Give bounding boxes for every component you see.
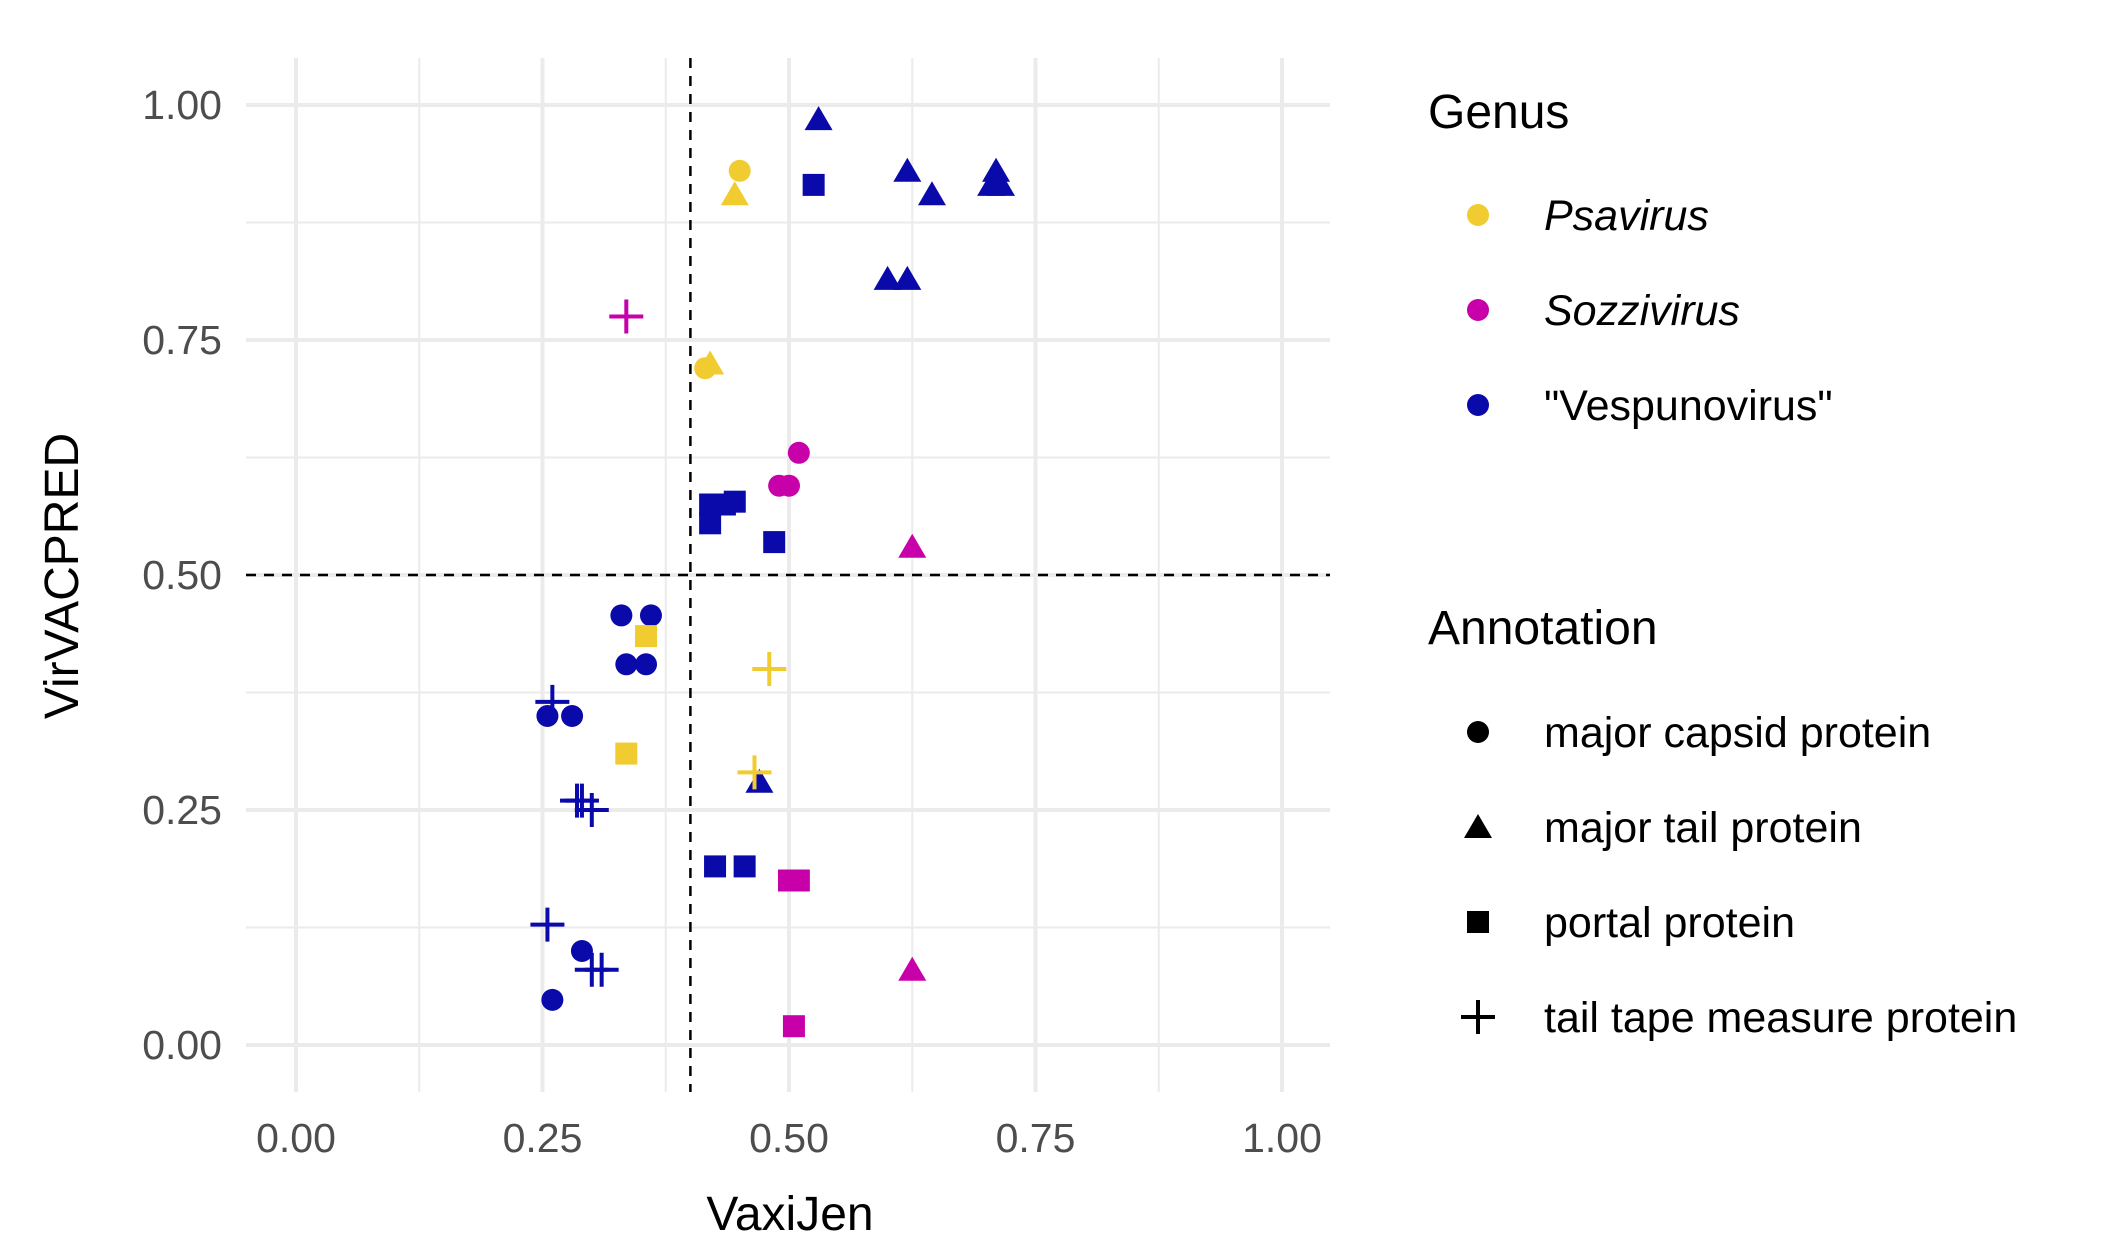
data-point-vespunovirus-portal	[802, 173, 825, 196]
x-tick-label: 0.00	[256, 1115, 336, 1161]
y-tick-label: 0.00	[142, 1022, 222, 1068]
data-point-sozzivirus-capsid	[778, 474, 800, 497]
data-point-vespunovirus-portal	[704, 855, 727, 878]
y-tick-label: 1.00	[142, 82, 222, 128]
x-axis-title: VaxiJen	[706, 1188, 873, 1241]
x-tick-label: 0.75	[996, 1115, 1076, 1161]
legend-annotation-key	[1461, 1000, 1495, 1034]
data-point-sozzivirus-tail	[898, 956, 927, 981]
legend-annotation: Annotation major capsid protein major tai…	[1428, 602, 2017, 1042]
data-point-vespunovirus-portal	[699, 512, 722, 535]
data-point-vespunovirus-tail	[917, 181, 946, 206]
x-tick-label: 0.25	[503, 1115, 583, 1161]
y-axis-title: VirVACPRED	[36, 433, 89, 719]
data-point-vespunovirus-capsid	[561, 705, 584, 727]
legend-genus-label: Sozzivirus	[1544, 287, 1740, 335]
data-point-vespunovirus-tail	[893, 265, 922, 290]
y-tick-label: 0.75	[142, 317, 222, 363]
data-point-psavirus-portal	[615, 742, 638, 765]
reference-lines	[246, 58, 1330, 1092]
data-point-vespunovirus-capsid	[570, 940, 593, 962]
data-point-vespunovirus-portal	[763, 531, 786, 554]
data-point-vespunovirus-capsid	[635, 653, 658, 676]
legend-annotation-label: tail tape measure protein	[1544, 994, 2017, 1042]
data-point-vespunovirus-tail	[804, 106, 833, 131]
legend-genus-label: Psavirus	[1544, 192, 1709, 240]
data-point-vespunovirus-tail	[745, 768, 774, 793]
legend-annotation-key	[1467, 911, 1489, 933]
legend-genus-label: "Vespunovirus"	[1544, 382, 1833, 430]
legend-genus-key	[1467, 394, 1489, 416]
data-point-vespunovirus-tape	[530, 907, 565, 942]
legend-annotation-title: Annotation	[1428, 602, 1658, 655]
data-point-psavirus-portal	[635, 625, 658, 648]
legend-genus-key	[1467, 299, 1489, 321]
data-point-vespunovirus-capsid	[615, 653, 638, 676]
x-tick-label: 0.50	[749, 1115, 829, 1161]
data-point-psavirus-capsid	[728, 159, 751, 182]
legend-annotation-label: portal protein	[1544, 899, 1795, 947]
data-point-vespunovirus-tail	[986, 171, 1015, 196]
data-point-psavirus-tape	[737, 755, 772, 790]
data-point-sozzivirus-portal	[782, 1015, 805, 1038]
data-point-sozzivirus-capsid	[787, 441, 810, 464]
data-point-vespunovirus-portal	[723, 490, 746, 513]
legend-genus: Genus Psavirus Sozzivirus "Vespunovirus"	[1428, 86, 1833, 430]
x-tick-label: 1.00	[1242, 1115, 1322, 1161]
tick-labels: 0.00 0.25 0.50 0.75 1.00 0.00 0.25 0.50 0.75 1.00	[142, 82, 1322, 1161]
legend-annotation-label: major tail protein	[1544, 804, 1862, 852]
data-point-psavirus-tail	[720, 181, 749, 206]
data-point-sozzivirus-portal	[787, 869, 810, 892]
data-point-vespunovirus-capsid	[536, 705, 559, 727]
legend-genus-title: Genus	[1428, 86, 1569, 139]
data-points	[530, 106, 1015, 1038]
y-tick-label: 0.50	[142, 552, 222, 598]
data-point-vespunovirus-tail	[893, 157, 922, 182]
data-point-vespunovirus-capsid	[541, 988, 564, 1011]
legend-annotation-label: major capsid protein	[1544, 709, 1931, 757]
data-point-vespunovirus-tail	[873, 265, 902, 290]
data-point-psavirus-capsid	[694, 357, 717, 380]
data-point-vespunovirus-tape	[574, 793, 609, 827]
legend-annotation-key	[1467, 721, 1489, 743]
data-point-sozzivirus-tape	[609, 299, 644, 334]
data-point-vespunovirus-portal	[733, 855, 756, 878]
data-point-psavirus-tape	[752, 652, 787, 686]
y-tick-label: 0.25	[142, 787, 222, 833]
data-point-vespunovirus-tape	[584, 952, 619, 987]
data-point-vespunovirus-capsid	[639, 604, 662, 627]
data-point-vespunovirus-capsid	[610, 604, 633, 627]
data-point-sozzivirus-tail	[898, 533, 927, 558]
legend-genus-key	[1467, 204, 1489, 226]
legend-annotation-key	[1464, 814, 1492, 838]
